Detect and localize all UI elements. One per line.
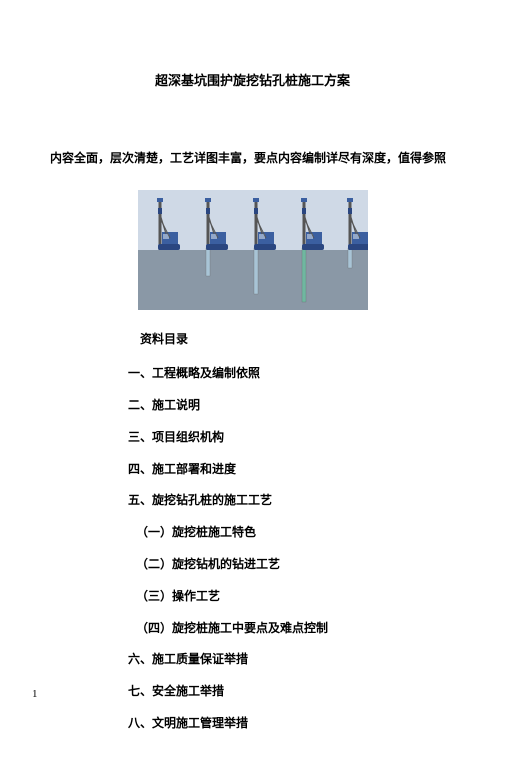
toc-item: （三）操作工艺 [136, 588, 455, 605]
page-content: 超深基坑围护旋挖钻孔桩施工方案 内容全面，层次清楚，工艺详图丰富，要点内容编制详… [0, 0, 505, 767]
toc-item: （二）旋挖钻机的钻进工艺 [136, 556, 455, 573]
document-title: 超深基坑围护旋挖钻孔桩施工方案 [50, 70, 455, 89]
toc-item: 八、文明施工管理举措 [128, 715, 455, 732]
toc-item: 五、旋挖钻孔桩的施工工艺 [128, 492, 455, 509]
toc-item: 一、工程概略及编制依照 [128, 365, 455, 382]
intro-paragraph: 内容全面，层次清楚，工艺详图丰富，要点内容编制详尽有深度，值得参照 [50, 149, 455, 168]
toc-item: 二、施工说明 [128, 397, 455, 414]
page-number: 1 [32, 688, 38, 700]
table-of-contents: 一、工程概略及编制依照二、施工说明三、项目组织机构四、施工部署和进度五、旋挖钻孔… [128, 365, 455, 732]
toc-item: （一）旋挖桩施工特色 [136, 524, 455, 541]
toc-item: （四）旋挖桩施工中要点及难点控制 [136, 620, 455, 637]
toc-item: 六、施工质量保证举措 [128, 651, 455, 668]
toc-item: 三、项目组织机构 [128, 429, 455, 446]
toc-item: 四、施工部署和进度 [128, 461, 455, 478]
toc-heading: 资料目录 [140, 330, 455, 347]
drilling-rigs-figure [138, 190, 368, 310]
toc-item: 七、安全施工举措 [128, 683, 455, 700]
